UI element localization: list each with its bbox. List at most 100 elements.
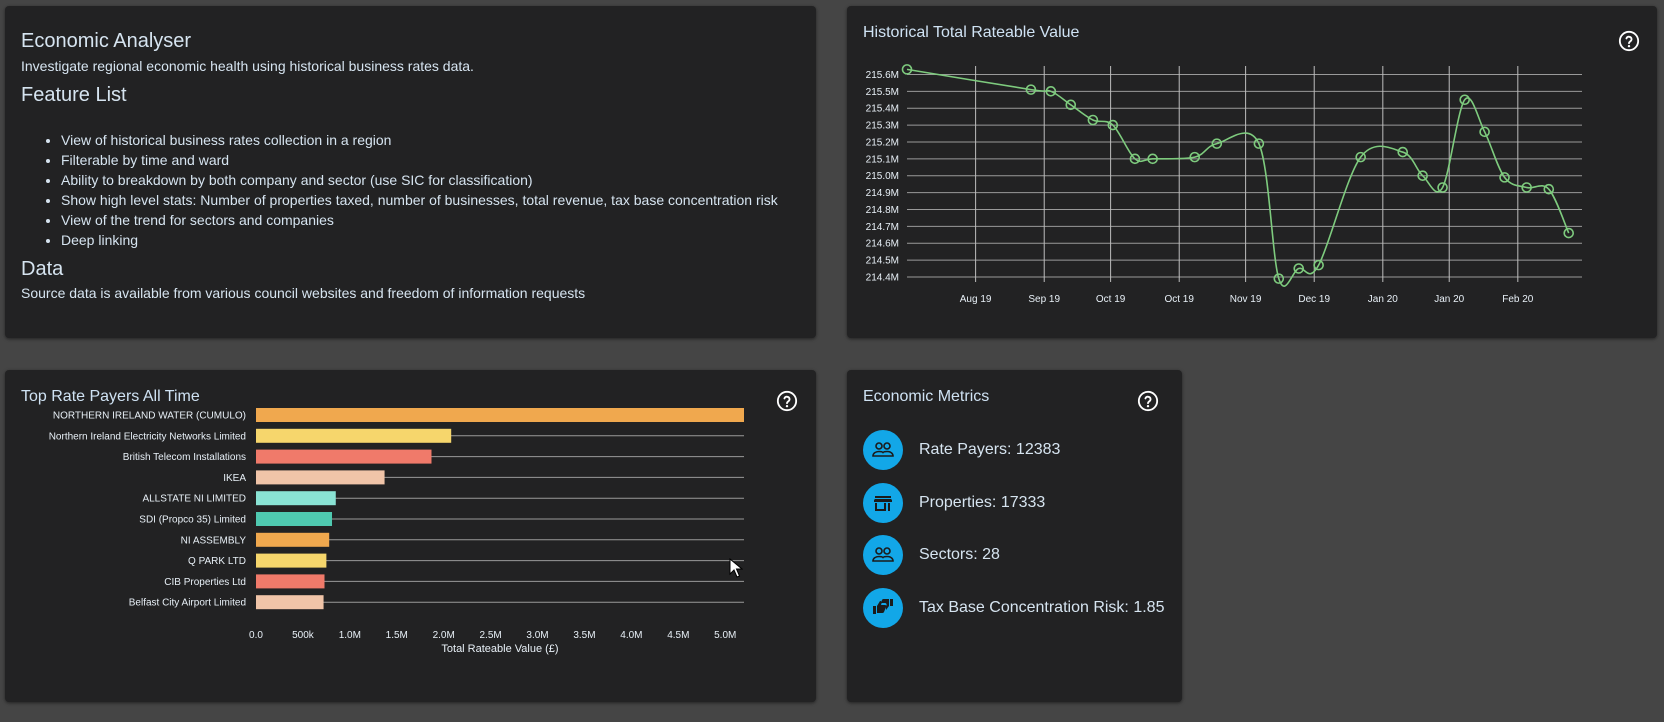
- data-point[interactable]: [1355, 151, 1366, 163]
- data-point[interactable]: [1147, 153, 1158, 165]
- category-label: IKEA: [223, 473, 246, 484]
- data-point[interactable]: [1211, 138, 1223, 149]
- series-line: [906, 68, 1570, 287]
- bar[interactable]: [256, 491, 336, 506]
- y-tick-label: 215.1M: [866, 154, 899, 165]
- bar[interactable]: [256, 574, 325, 589]
- data-point[interactable]: [1129, 153, 1141, 165]
- category-label: ALLSTATE NI LIMITED: [142, 494, 246, 505]
- data-point[interactable]: [1499, 172, 1510, 183]
- category-label: NI ASSEMBLY: [181, 535, 247, 546]
- data-description: Source data is available from various co…: [21, 285, 586, 301]
- help-circle-icon[interactable]: [776, 390, 798, 412]
- bar[interactable]: [256, 428, 452, 443]
- data-point[interactable]: [1543, 183, 1555, 195]
- top-rate-payers-card: Top Rate Payers All Time NORTHERN IRELAN…: [5, 370, 816, 702]
- metric-rate-payers: Rate Payers: 12383: [863, 430, 1060, 470]
- economic-metrics-card: Economic Metrics Rate Payers: 12383 Prop…: [847, 370, 1182, 702]
- thumbs-up-down-icon: [863, 588, 903, 628]
- bar[interactable]: [256, 470, 385, 485]
- top-payers-bar-chart: NORTHERN IRELAND WATER (CUMULO) Northern …: [49, 408, 744, 655]
- data-point[interactable]: [1253, 138, 1265, 149]
- list-item: View of historical business rates collec…: [61, 130, 778, 150]
- x-tick-label: 3.5M: [573, 630, 595, 641]
- y-tick-label: 214.4M: [866, 272, 899, 283]
- metric-label: Tax Base Concentration Risk: 1.85: [919, 599, 1165, 616]
- category-label: NORTHERN IRELAND WATER (CUMULO): [53, 411, 246, 422]
- data-point[interactable]: [1521, 182, 1532, 193]
- bar[interactable]: [256, 553, 327, 568]
- data-point[interactable]: [901, 64, 913, 75]
- x-tick-label: 2.0M: [433, 630, 455, 641]
- card-title: Top Rate Payers All Time: [21, 388, 200, 405]
- people-icon: [863, 430, 903, 470]
- y-tick-label: 215.6M: [866, 70, 899, 81]
- y-tick-label: 214.7M: [866, 222, 899, 233]
- store-icon: [863, 483, 903, 523]
- data-point[interactable]: [1025, 84, 1037, 95]
- app-title: Economic Analyser: [21, 30, 192, 52]
- data-point[interactable]: [1065, 99, 1077, 111]
- x-tick-label: Jan 20: [1434, 294, 1464, 305]
- metric-label: Rate Payers: 12383: [919, 441, 1061, 458]
- data-point[interactable]: [1273, 273, 1285, 284]
- bar[interactable]: [256, 449, 432, 464]
- data-point[interactable]: [1479, 126, 1490, 138]
- x-tick-label: Jan 20: [1368, 294, 1398, 305]
- info-card: Economic Analyser Investigate regional e…: [5, 6, 816, 338]
- x-tick-label: Dec 19: [1298, 294, 1330, 305]
- data-point[interactable]: [1417, 170, 1428, 181]
- x-tick-label: 1.5M: [386, 630, 408, 641]
- data-point[interactable]: [1437, 182, 1448, 193]
- category-label: SDI (Propco 35) Limited: [139, 515, 246, 526]
- category-label: CIB Properties Ltd: [164, 577, 246, 588]
- data-point[interactable]: [1087, 114, 1099, 126]
- bar[interactable]: [256, 408, 744, 422]
- y-tick-label: 214.9M: [866, 188, 899, 199]
- x-tick-label: 0.0: [249, 630, 263, 641]
- category-label: British Telecom Installations: [123, 452, 246, 463]
- data-point[interactable]: [1045, 86, 1057, 97]
- data-point[interactable]: [1189, 151, 1201, 163]
- x-tick-label: 500k: [292, 630, 315, 641]
- list-item: Deep linking: [61, 230, 778, 250]
- feature-list: View of historical business rates collec…: [61, 130, 778, 250]
- x-tick-label: Sep 19: [1028, 294, 1060, 305]
- x-axis-label: Total Rateable Value (£): [441, 643, 558, 655]
- x-tick-label: Oct 19: [1096, 294, 1126, 305]
- x-tick-label: 4.5M: [667, 630, 689, 641]
- y-tick-label: 215.4M: [866, 104, 899, 115]
- y-tick-label: 215.3M: [866, 121, 899, 132]
- list-item: Ability to breakdown by both company and…: [61, 170, 778, 190]
- mouse-cursor-icon: [729, 558, 743, 578]
- y-tick-label: 215.2M: [866, 137, 899, 148]
- app-subtitle: Investigate regional economic health usi…: [21, 58, 474, 74]
- list-item: Filterable by time and ward: [61, 150, 778, 170]
- help-circle-icon[interactable]: [1618, 30, 1640, 52]
- bar[interactable]: [256, 512, 333, 526]
- card-title: Economic Metrics: [863, 388, 990, 405]
- metric-label: Properties: 17333: [919, 494, 1046, 511]
- category-label: Belfast City Airport Limited: [129, 598, 246, 609]
- list-item: View of the trend for sectors and compan…: [61, 210, 778, 230]
- y-tick-label: 215.0M: [866, 171, 899, 182]
- help-circle-icon[interactable]: [1137, 390, 1159, 412]
- card-title: Historical Total Rateable Value: [863, 24, 1080, 41]
- metric-tax-base-risk: Tax Base Concentration Risk: 1.85: [863, 588, 1164, 628]
- data-heading: Data: [21, 258, 64, 280]
- x-tick-label: 2.5M: [479, 630, 501, 641]
- y-tick-label: 214.5M: [866, 256, 899, 267]
- data-point[interactable]: [1563, 227, 1575, 239]
- data-point[interactable]: [1107, 119, 1119, 131]
- y-tick-label: 215.5M: [866, 87, 899, 98]
- data-point[interactable]: [1293, 263, 1305, 274]
- bar[interactable]: [256, 532, 330, 547]
- people-icon: [863, 535, 903, 575]
- data-point[interactable]: [1459, 94, 1471, 106]
- bar[interactable]: [256, 595, 324, 610]
- list-item: Show high level stats: Number of propert…: [61, 190, 778, 210]
- data-point[interactable]: [1397, 146, 1409, 158]
- feature-list-heading: Feature List: [21, 84, 127, 106]
- category-label: Q PARK LTD: [188, 556, 246, 567]
- data-point[interactable]: [1313, 259, 1324, 271]
